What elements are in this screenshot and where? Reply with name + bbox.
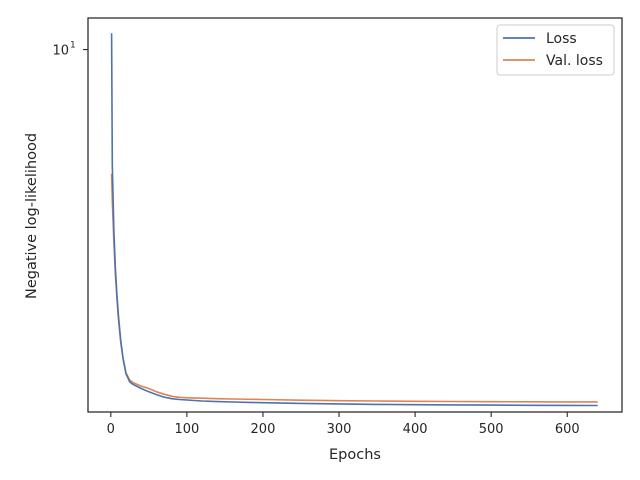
x-tick-label: 400 xyxy=(403,422,428,437)
series-line-loss xyxy=(110,33,598,407)
x-tick-label: 600 xyxy=(555,422,580,437)
x-tick-label: 300 xyxy=(327,422,352,437)
x-tick-label: 200 xyxy=(251,422,276,437)
y-tick-label-base: 10 xyxy=(52,44,69,59)
plot-area xyxy=(110,33,598,407)
y-tick-label-exponent: 1 xyxy=(70,41,76,51)
legend: Loss Val. loss xyxy=(496,24,615,76)
x-axis: 0 100 200 300 400 500 600 xyxy=(107,412,580,437)
x-tick-label: 500 xyxy=(479,422,504,437)
legend-label-val-loss: Val. loss xyxy=(546,53,603,69)
y-axis-label: Negative log-likelihood xyxy=(24,133,40,299)
y-axis: 10 1 xyxy=(52,41,88,59)
x-axis-label: Epochs xyxy=(329,447,381,463)
x-tick-label: 100 xyxy=(174,422,199,437)
legend-label-loss: Loss xyxy=(546,31,577,47)
axes-frame xyxy=(87,17,623,413)
x-tick-label: 0 xyxy=(107,422,115,437)
